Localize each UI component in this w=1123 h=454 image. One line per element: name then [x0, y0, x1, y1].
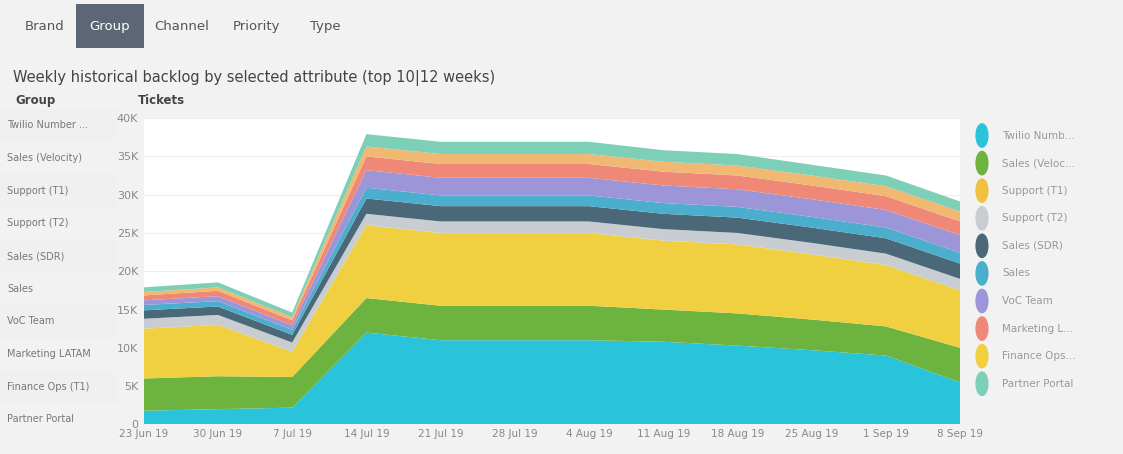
Text: Type: Type	[310, 20, 341, 33]
Text: Partner Portal: Partner Portal	[1002, 379, 1074, 389]
Circle shape	[976, 179, 988, 202]
Text: Sales (SDR): Sales (SDR)	[1002, 241, 1063, 251]
FancyBboxPatch shape	[0, 240, 118, 272]
FancyBboxPatch shape	[0, 174, 118, 207]
Text: Tickets: Tickets	[138, 94, 185, 107]
Circle shape	[976, 289, 988, 313]
Text: Priority: Priority	[232, 20, 280, 33]
Text: Sales (Veloc...: Sales (Veloc...	[1002, 158, 1075, 168]
Text: Channel: Channel	[155, 20, 209, 33]
Text: VoC Team: VoC Team	[1002, 296, 1053, 306]
Text: Weekly historical backlog by selected attribute (top 10|12 weeks): Weekly historical backlog by selected at…	[13, 70, 495, 86]
Text: Marketing L...: Marketing L...	[1002, 324, 1074, 334]
Text: Twilio Number ...: Twilio Number ...	[7, 120, 88, 130]
Text: Twilio Numb...: Twilio Numb...	[1002, 130, 1075, 140]
FancyBboxPatch shape	[0, 370, 118, 403]
Circle shape	[976, 152, 988, 175]
Text: Group: Group	[90, 20, 130, 33]
Circle shape	[976, 234, 988, 257]
Circle shape	[976, 345, 988, 368]
Text: Brand: Brand	[25, 20, 65, 33]
Text: Support (T2): Support (T2)	[1002, 213, 1068, 223]
Circle shape	[976, 372, 988, 395]
Text: VoC Team: VoC Team	[7, 316, 54, 326]
Text: Sales: Sales	[1002, 268, 1030, 278]
Text: Support (T2): Support (T2)	[7, 218, 69, 228]
Text: Finance Ops...: Finance Ops...	[1002, 351, 1076, 361]
FancyBboxPatch shape	[76, 4, 144, 48]
FancyBboxPatch shape	[0, 109, 118, 142]
Text: Sales (Velocity): Sales (Velocity)	[7, 153, 82, 163]
Text: Sales: Sales	[7, 284, 33, 294]
Text: Finance Ops (T1): Finance Ops (T1)	[7, 382, 90, 392]
Text: Partner Portal: Partner Portal	[7, 415, 74, 424]
Circle shape	[976, 317, 988, 340]
Text: Support (T1): Support (T1)	[7, 186, 69, 196]
Text: Group: Group	[16, 94, 56, 107]
Circle shape	[976, 262, 988, 285]
Circle shape	[976, 124, 988, 147]
FancyBboxPatch shape	[0, 305, 118, 338]
Text: Support (T1): Support (T1)	[1002, 186, 1068, 196]
Text: Marketing LATAM: Marketing LATAM	[7, 349, 91, 359]
Circle shape	[976, 207, 988, 230]
Text: Sales (SDR): Sales (SDR)	[7, 251, 64, 261]
